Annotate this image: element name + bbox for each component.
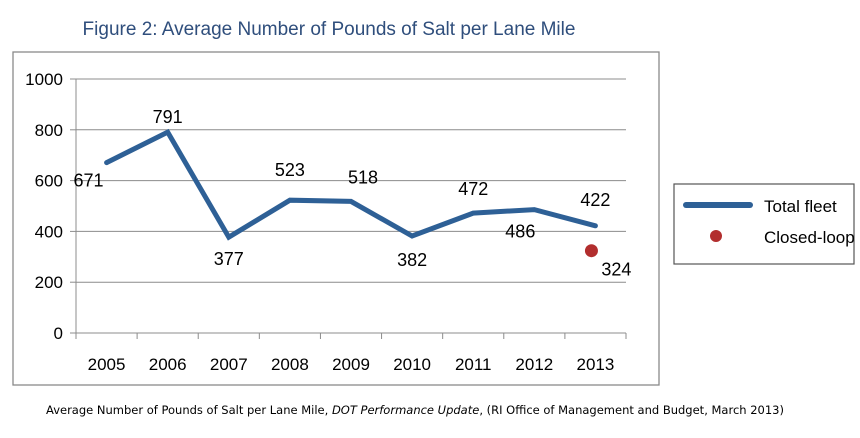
y-axis-ticks: 0 200 400 600 800 1000 bbox=[25, 70, 63, 343]
chart-title-number: 2 bbox=[142, 19, 153, 40]
legend-total-fleet-label: Total fleet bbox=[764, 197, 837, 216]
y-tick-label-0: 0 bbox=[54, 324, 63, 343]
data-label-2008: 523 bbox=[275, 160, 305, 180]
data-labels: 671 791 377 523 518 382 472 486 422 324 bbox=[74, 107, 632, 280]
x-tick-label-2007: 2007 bbox=[210, 355, 248, 374]
y-tick-label-600: 600 bbox=[35, 172, 63, 191]
series-layer bbox=[104, 128, 598, 258]
x-tick-label-2009: 2009 bbox=[332, 355, 370, 374]
x-tick-label-2013: 2013 bbox=[577, 355, 615, 374]
chart-title-prefix: Figure bbox=[83, 19, 142, 40]
x-tick-label-2011: 2011 bbox=[455, 355, 492, 374]
data-label-2005: 671 bbox=[74, 171, 104, 191]
y-tick-label-200: 200 bbox=[35, 273, 63, 292]
data-label-2007: 377 bbox=[214, 249, 244, 269]
closed-loop-label-2013: 324 bbox=[601, 260, 631, 280]
x-tick-label-2008: 2008 bbox=[271, 355, 309, 374]
x-tick-label-2012: 2012 bbox=[515, 355, 553, 374]
x-tick-label-2010: 2010 bbox=[393, 355, 431, 374]
caption-text: Average Number of Pounds of Salt per Lan… bbox=[46, 403, 332, 417]
legend: Total fleet Closed-loop bbox=[673, 183, 855, 265]
legend-closed-loop-label: Closed-loop bbox=[764, 228, 855, 247]
y-tick-label-800: 800 bbox=[35, 121, 63, 140]
legend-box bbox=[673, 183, 855, 265]
data-label-2010: 382 bbox=[397, 250, 427, 270]
closed-loop-point-2013 bbox=[584, 244, 598, 258]
data-label-2013: 422 bbox=[580, 190, 610, 210]
chart-title-rest: : Average Number of Pounds of Salt per L… bbox=[152, 19, 575, 40]
data-label-2011: 472 bbox=[458, 179, 488, 199]
y-tick-label-1000: 1000 bbox=[25, 70, 63, 89]
chart-frame bbox=[12, 51, 660, 386]
figure-caption: Average Number of Pounds of Salt per Lan… bbox=[46, 403, 846, 417]
data-label-2009: 518 bbox=[348, 167, 378, 187]
data-label-2006: 791 bbox=[153, 107, 183, 127]
data-label-2012: 486 bbox=[505, 222, 535, 242]
chart-title: Figure 2: Average Number of Pounds of Sa… bbox=[83, 19, 576, 40]
y-tick-label-400: 400 bbox=[35, 222, 63, 241]
caption-source: DOT Performance Update bbox=[331, 403, 480, 417]
x-tick-label-2006: 2006 bbox=[149, 355, 187, 374]
x-tick-label-2005: 2005 bbox=[88, 355, 126, 374]
caption-citation: , (RI Office of Management and Budget, M… bbox=[479, 403, 784, 417]
x-axis: 2005 2006 2007 2008 2009 2010 2011 2012 2013 bbox=[70, 78, 627, 374]
chart: Figure 2: Average Number of Pounds of Sa… bbox=[12, 19, 855, 386]
legend-closed-loop-swatch bbox=[710, 230, 722, 242]
